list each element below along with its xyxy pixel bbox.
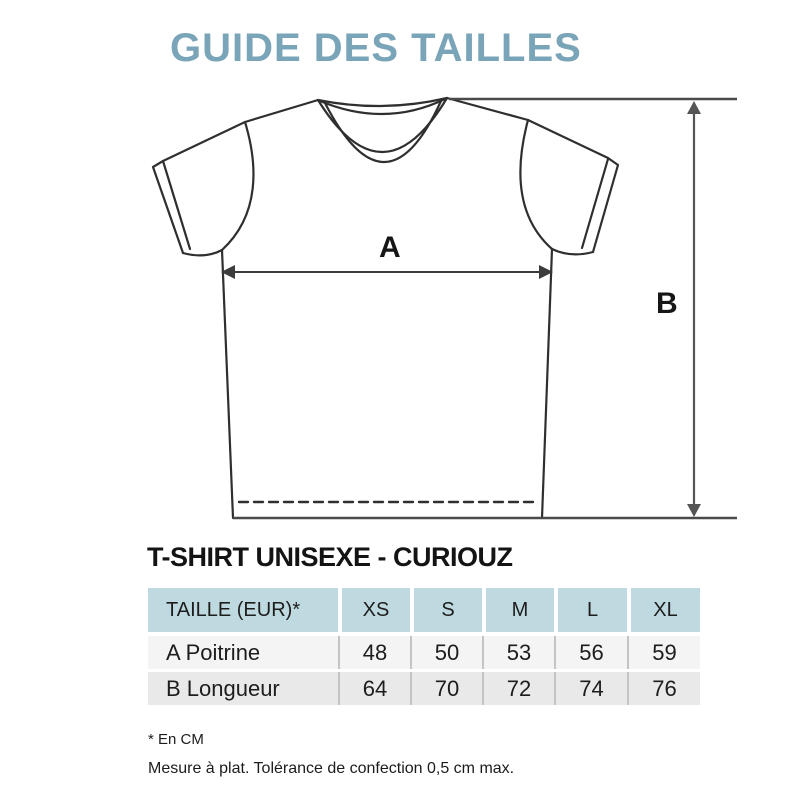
- table-row-poitrine: A Poitrine 48 50 53 56 59: [148, 636, 700, 669]
- cell-value: 74: [554, 672, 627, 705]
- cell-value: 50: [410, 636, 482, 669]
- footnote-tolerance: Mesure à plat. Tolérance de confection 0…: [148, 760, 515, 777]
- row-label: A Poitrine: [148, 636, 338, 669]
- measure-label-a: A: [379, 231, 401, 264]
- measure-arrow-b: [687, 101, 701, 517]
- footnote-unit: * En CM: [148, 731, 204, 748]
- column-header-l: L: [554, 588, 627, 632]
- cell-value: 72: [482, 672, 554, 705]
- column-header-xl: XL: [627, 588, 700, 632]
- page-title: GUIDE DES TAILLES: [170, 26, 582, 70]
- cell-value: 64: [338, 672, 410, 705]
- cell-value: 56: [554, 636, 627, 669]
- cell-value: 70: [410, 672, 482, 705]
- column-header-taille: TAILLE (EUR)*: [148, 588, 338, 632]
- product-subtitle: T-SHIRT UNISEXE - CURIOUZ: [147, 542, 513, 572]
- measure-label-b: B: [656, 287, 678, 320]
- cell-value: 53: [482, 636, 554, 669]
- column-header-m: M: [482, 588, 554, 632]
- tshirt-outline: [151, 96, 620, 520]
- size-table: TAILLE (EUR)* XS S M L XL A Poitrine 48 …: [148, 588, 700, 708]
- table-row-longueur: B Longueur 64 70 72 74 76: [148, 672, 700, 705]
- measure-arrow-a: [221, 265, 553, 279]
- column-header-xs: XS: [338, 588, 410, 632]
- row-label: B Longueur: [148, 672, 338, 705]
- cell-value: 76: [627, 672, 700, 705]
- cell-value: 48: [338, 636, 410, 669]
- column-header-s: S: [410, 588, 482, 632]
- cell-value: 59: [627, 636, 700, 669]
- size-table-header-row: TAILLE (EUR)* XS S M L XL: [148, 588, 700, 632]
- extension-lines: [233, 97, 737, 520]
